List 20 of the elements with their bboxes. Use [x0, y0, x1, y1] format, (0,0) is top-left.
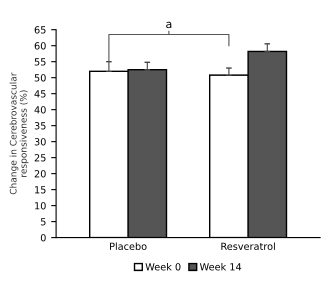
y-tick-label: 5 — [40, 218, 46, 226]
y-tick-label: 20 — [34, 170, 46, 178]
y-tick-label: 65 — [34, 26, 46, 34]
x-tick-label: Resveratrol — [221, 242, 275, 250]
y-tick-label: 15 — [35, 186, 46, 194]
legend-label: Week 14 — [200, 262, 242, 271]
y-axis-title: Change in Cerebrovascular responsiveness (%) — [10, 72, 28, 194]
y-tick-label: 60 — [34, 42, 46, 50]
y-tick-label: 50 — [34, 74, 46, 82]
y-tick-label: 35 — [34, 122, 46, 130]
x-tick-label: Placebo — [110, 242, 147, 250]
legend-label: Week 0 — [146, 262, 180, 271]
y-tick-label: 10 — [35, 202, 46, 210]
y-tick-label: 0 — [40, 234, 46, 242]
y-tick-label: 30 — [34, 138, 46, 146]
y-tick-label: 55 — [34, 58, 46, 66]
y-tick-label: 40 — [34, 106, 46, 114]
y-tick-label: 25 — [34, 154, 46, 162]
text: a — [166, 22, 172, 28]
y-tick-label: 45 — [34, 90, 46, 98]
